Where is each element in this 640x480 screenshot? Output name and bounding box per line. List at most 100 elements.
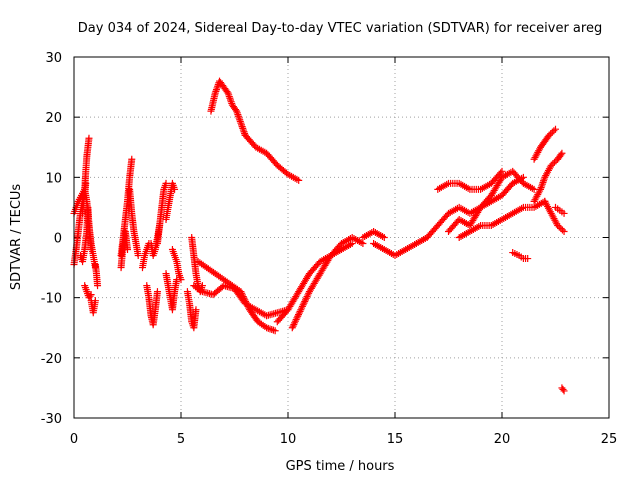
data-point [552,125,559,133]
x-tick-label: 5 [177,432,185,447]
x-tick-label: 25 [601,432,618,447]
data-point [211,89,219,97]
trace-marker [296,307,304,315]
trace-marker [234,112,242,120]
x-tick-label: 15 [387,432,404,447]
x-tick-label: 0 [70,432,78,447]
trace-marker [295,311,303,319]
trace-marker [291,319,299,327]
trace-marker [557,224,565,232]
trace-marker [558,226,566,234]
x-tick-label: 10 [280,432,297,447]
trace-marker [235,114,243,122]
trace-marker [243,301,251,309]
data-point [271,327,279,335]
data-point [198,282,206,290]
trace-marker [291,317,299,325]
trace-marker [197,286,205,294]
data-point [524,255,532,263]
trace-marker [300,299,308,307]
trace-marker [538,180,546,188]
data-point [380,234,388,241]
trace-marker [290,320,298,328]
data-point [554,221,562,229]
trace-marker [266,325,274,333]
trace-marker [555,223,563,231]
trace-marker [269,326,277,334]
trace-marker [292,316,300,324]
data-point [560,227,568,235]
trace-marker [239,293,247,301]
data-point [560,387,568,395]
data-point [124,246,131,254]
trace-marker [238,121,246,129]
trace-marker [242,297,250,305]
data-point [85,134,93,142]
trace-marker [549,160,557,168]
data-point [530,185,538,193]
y-tick-label: 20 [45,111,62,126]
data-point [87,291,95,299]
data-point [558,149,566,157]
data-point [192,306,200,314]
data-point [545,131,553,139]
y-axis-label: SDTVAR / TECUs [9,184,24,291]
data-point [297,306,305,314]
trace-marker [497,169,505,177]
data-point [537,185,545,193]
data-point [359,240,367,248]
data-point [547,161,555,169]
trace-marker [238,291,246,299]
trace-marker [236,116,244,124]
trace-marker [234,111,242,119]
y-tick-label: 30 [45,51,62,66]
x-axis-ticks: 0 5 10 15 20 25 [70,57,617,447]
trace-marker [226,94,234,102]
x-tick-label: 20 [494,432,511,447]
y-tick-label: -20 [41,352,62,367]
trace-marker [214,82,222,90]
trace-marker [228,99,236,107]
y-tick-label: -10 [41,292,62,307]
trace-marker [304,291,312,299]
data-point [128,155,136,163]
data-point [153,288,161,296]
grid [74,57,609,418]
data-point [560,209,568,217]
trace-marker [293,314,301,322]
trace-marker [239,126,247,134]
trace-marker [268,326,276,334]
data-point [177,276,185,284]
trace-marker [294,312,302,320]
trace-marker [227,96,235,104]
data-point [233,107,241,115]
trace-marker [225,91,233,99]
trace-marker [238,123,246,131]
trace-marker [540,177,548,185]
trace-marker [547,130,555,138]
trace-marker [557,151,565,159]
data-point [295,176,303,184]
trace-marker [295,309,303,317]
trace-marker [289,322,297,330]
trace-marker [232,106,240,114]
trace-marker [559,385,567,393]
trace-marker [212,86,220,94]
trace-marker [540,175,548,183]
trace-marker [298,304,306,312]
trace-marker [537,184,545,192]
y-axis-ticks: -30 -20 -10 0 10 20 30 [41,51,609,427]
data-point [91,297,99,305]
trace-marker [86,292,94,300]
trace-marker [302,296,310,304]
trace-marker [539,178,547,186]
data-point [237,119,245,127]
data-point [224,89,232,97]
data-point [94,282,102,290]
trace-marker [302,294,310,302]
trace-marker [240,128,248,136]
data-point [171,185,179,193]
data-point [134,252,142,260]
trace-marker [236,117,244,125]
